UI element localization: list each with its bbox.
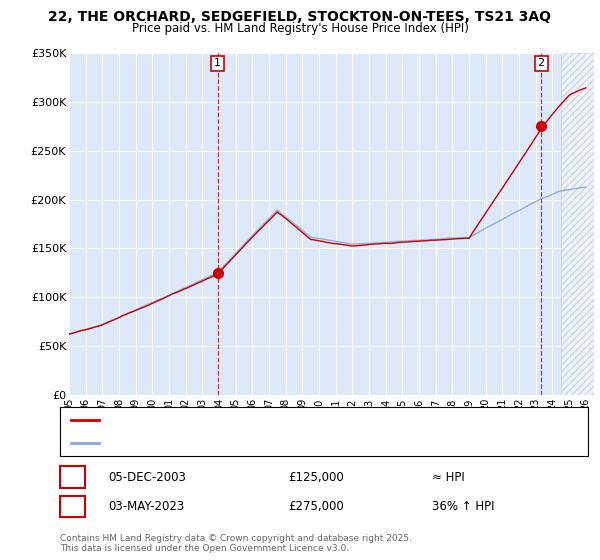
Text: 1: 1	[69, 470, 76, 484]
Text: 22, THE ORCHARD, SEDGEFIELD, STOCKTON-ON-TEES, TS21 3AQ: 22, THE ORCHARD, SEDGEFIELD, STOCKTON-ON…	[49, 10, 551, 24]
Text: 2: 2	[538, 58, 545, 68]
Text: Price paid vs. HM Land Registry's House Price Index (HPI): Price paid vs. HM Land Registry's House …	[131, 22, 469, 35]
Text: Contains HM Land Registry data © Crown copyright and database right 2025.
This d: Contains HM Land Registry data © Crown c…	[60, 534, 412, 553]
Text: 22, THE ORCHARD, SEDGEFIELD, STOCKTON-ON-TEES, TS21 3AQ (detached house): 22, THE ORCHARD, SEDGEFIELD, STOCKTON-ON…	[106, 416, 520, 426]
Text: 2: 2	[69, 500, 76, 514]
Text: 03-MAY-2023: 03-MAY-2023	[108, 500, 184, 514]
Text: 36% ↑ HPI: 36% ↑ HPI	[432, 500, 494, 514]
Text: £125,000: £125,000	[288, 470, 344, 484]
Text: 05-DEC-2003: 05-DEC-2003	[108, 470, 186, 484]
Text: HPI: Average price, detached house, County Durham: HPI: Average price, detached house, Coun…	[106, 438, 370, 448]
Text: 1: 1	[214, 58, 221, 68]
Text: ≈ HPI: ≈ HPI	[432, 470, 465, 484]
Bar	[560, 53, 594, 395]
Text: £275,000: £275,000	[288, 500, 344, 514]
